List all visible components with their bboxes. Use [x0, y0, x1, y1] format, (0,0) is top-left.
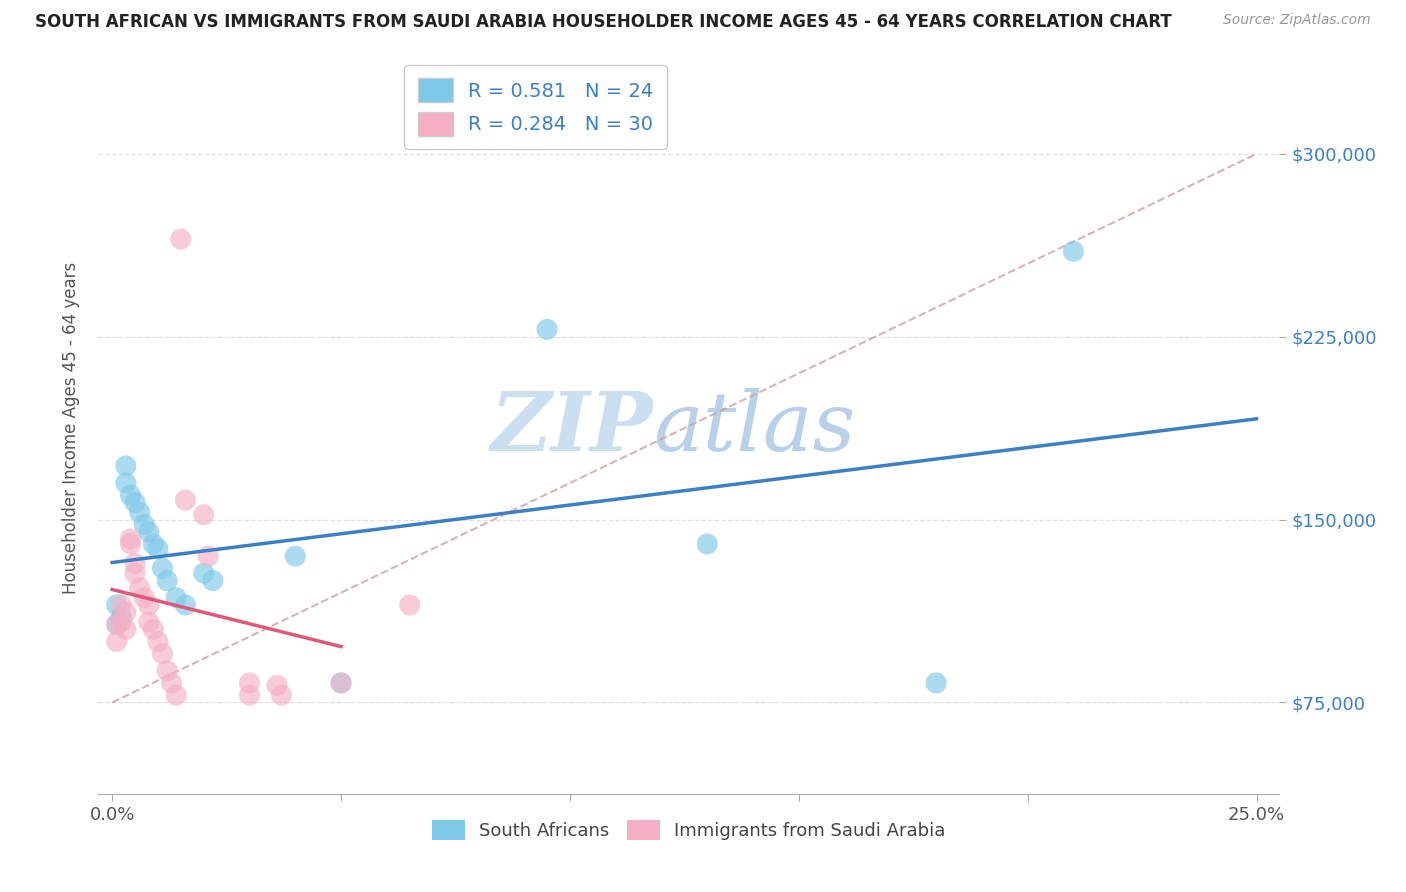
Point [330, 676, 353, 690]
Point [110, 598, 132, 612]
Point [115, 458, 138, 473]
Point [128, 505, 150, 519]
Point [925, 676, 948, 690]
Text: ZIP: ZIP [491, 388, 654, 468]
Text: atlas: atlas [654, 388, 856, 468]
Point [120, 488, 142, 502]
Point [696, 537, 718, 551]
Point [105, 634, 128, 648]
Point [128, 581, 150, 595]
Point [156, 664, 179, 678]
Point [170, 232, 193, 246]
Point [165, 591, 187, 605]
Point [146, 541, 169, 556]
Point [266, 678, 288, 692]
Point [197, 549, 219, 564]
Point [1062, 244, 1084, 259]
Legend: South Africans, Immigrants from Saudi Arabia: South Africans, Immigrants from Saudi Ar… [425, 813, 953, 847]
Point [110, 615, 132, 629]
Point [115, 605, 138, 619]
Point [165, 688, 187, 702]
Text: Source: ZipAtlas.com: Source: ZipAtlas.com [1223, 13, 1371, 28]
Point [105, 617, 128, 632]
Point [124, 557, 146, 571]
Point [238, 676, 260, 690]
Point [115, 476, 138, 491]
Point [115, 623, 138, 637]
Point [536, 322, 558, 336]
Point [138, 524, 160, 539]
Point [238, 688, 260, 702]
Point [138, 615, 160, 629]
Y-axis label: Householder Income Ages 45 - 64 years: Householder Income Ages 45 - 64 years [62, 262, 80, 594]
Point [142, 623, 165, 637]
Point [193, 566, 215, 581]
Point [110, 610, 132, 624]
Point [120, 532, 142, 546]
Point [105, 617, 128, 632]
Text: SOUTH AFRICAN VS IMMIGRANTS FROM SAUDI ARABIA HOUSEHOLDER INCOME AGES 45 - 64 YE: SOUTH AFRICAN VS IMMIGRANTS FROM SAUDI A… [35, 13, 1171, 31]
Point [160, 676, 183, 690]
Point [124, 495, 146, 509]
Point [142, 537, 165, 551]
Point [201, 574, 224, 588]
Point [134, 517, 156, 532]
Point [398, 598, 420, 612]
Point [146, 634, 169, 648]
Point [152, 561, 174, 575]
Point [156, 574, 179, 588]
Point [138, 598, 160, 612]
Point [270, 688, 292, 702]
Point [152, 647, 174, 661]
Point [193, 508, 215, 522]
Point [174, 598, 197, 612]
Point [124, 566, 146, 581]
Point [105, 598, 128, 612]
Point [120, 537, 142, 551]
Point [174, 493, 197, 508]
Point [134, 591, 156, 605]
Point [330, 676, 353, 690]
Point [284, 549, 307, 564]
